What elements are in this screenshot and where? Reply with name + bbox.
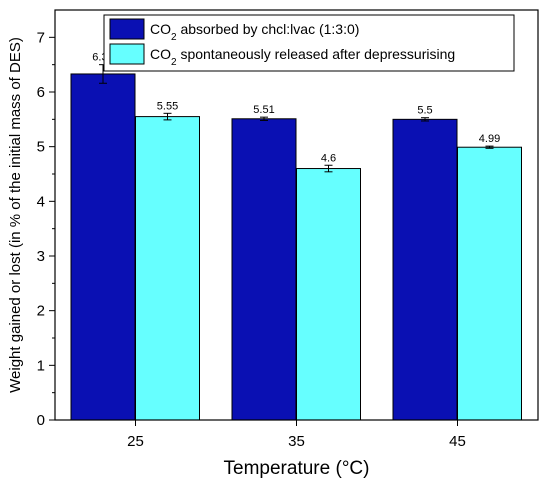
bar-released-35 [296, 168, 361, 421]
data-labels-layer: 6.335.55 5.514.65.54.99 [92, 52, 500, 165]
legend-label-absorbed-rest: absorbed by chcl:lvac (1:3:0) [177, 21, 360, 37]
bar-absorbed-35 [231, 118, 297, 421]
legend-label-absorbed: CO2 absorbed by chcl:lvac (1:3:0) [150, 21, 359, 43]
y-tick-label-4: 4 [37, 193, 45, 210]
y-axis-title: Weight gained or lost (in % of the initi… [7, 37, 24, 393]
x-axis-title-unit: °C [342, 458, 363, 479]
bar-absorbed-25 [70, 73, 136, 421]
legend-box [103, 14, 515, 72]
data-label-absorbed-35: 5.51 [253, 104, 274, 116]
y-tick-label-3: 3 [37, 248, 45, 265]
y-tick-label-6: 6 [37, 84, 45, 101]
x-tick-label-25: 25 [127, 433, 144, 450]
data-label-released-35: 4.6 [321, 152, 336, 164]
legend-label-released-main: CO [150, 46, 171, 62]
x-tick-label-35: 35 [288, 433, 305, 450]
bar-released-45 [457, 146, 522, 421]
legend-label-released-rest: spontaneously released after depressuris… [177, 46, 456, 62]
y-tick-label-7: 7 [37, 29, 45, 46]
y-tick-label-0: 0 [37, 412, 45, 429]
legend-swatch-absorbed [109, 18, 145, 40]
x-axis-title-main: Temperature ( [224, 458, 343, 479]
x-tick-label-45: 45 [449, 433, 466, 450]
bars-layer [70, 73, 522, 421]
data-label-absorbed-45: 5.5 [417, 105, 432, 117]
bar-absorbed-45 [392, 118, 458, 421]
y-tick-label-2: 2 [37, 303, 45, 320]
legend-label-released-sub: 2 [171, 57, 177, 68]
bar-released-25 [135, 116, 200, 421]
x-axis-title-end: ) [363, 458, 369, 479]
legend: CO2 absorbed by chcl:lvac (1:3:0) CO2 sp… [103, 14, 515, 72]
data-label-released-45: 4.99 [479, 133, 500, 145]
legend-label-released: CO2 spontaneously released after depress… [150, 46, 455, 68]
error-bars-layer [99, 64, 494, 173]
legend-label-absorbed-sub: 2 [171, 32, 177, 43]
legend-label-absorbed-main: CO [150, 21, 171, 37]
x-axis-title: Temperature (°C) [224, 458, 370, 479]
y-tick-label-1: 1 [37, 357, 45, 374]
legend-swatch-released [109, 43, 145, 65]
data-label-released-25: 5.55 [157, 100, 178, 112]
y-tick-label-5: 5 [37, 139, 45, 156]
